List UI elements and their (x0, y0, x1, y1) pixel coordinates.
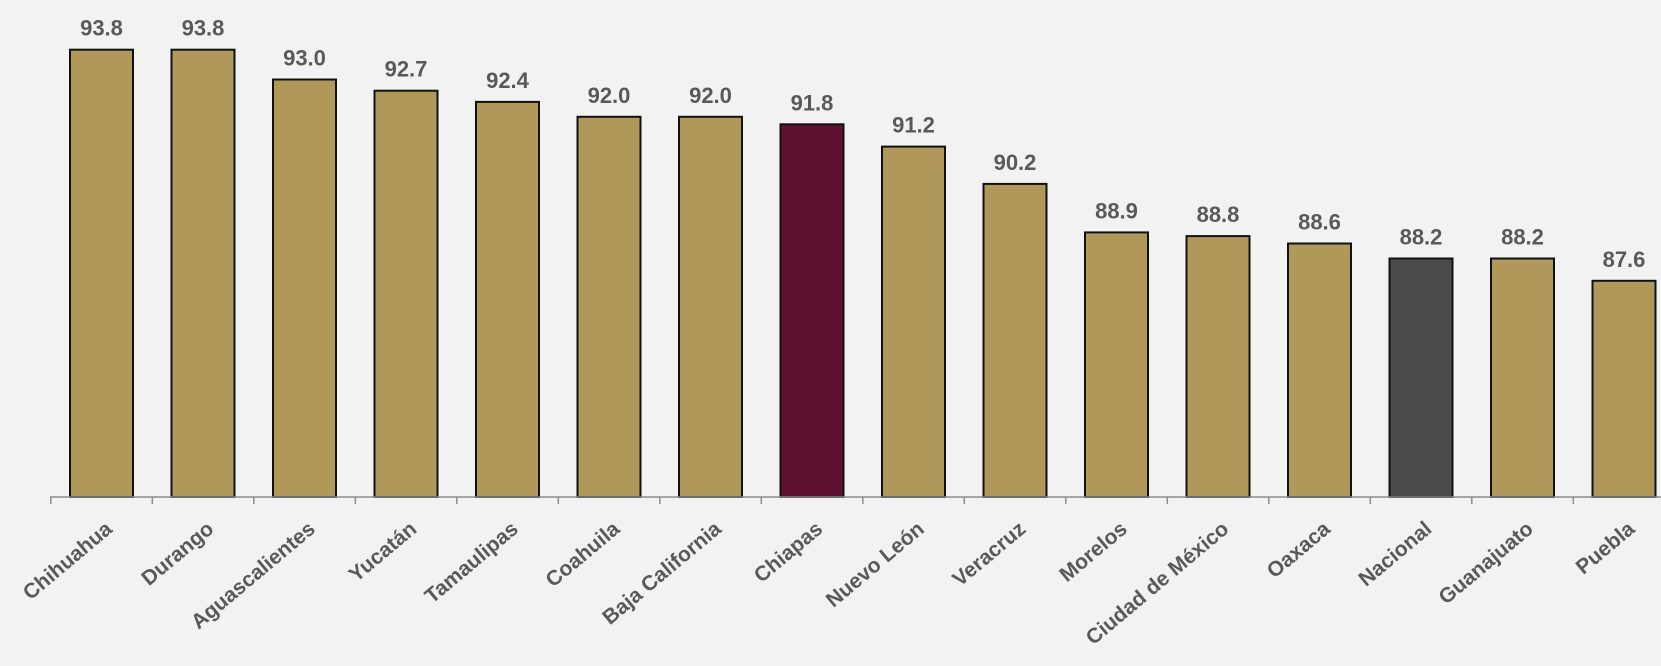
data-label: 92.7 (385, 57, 428, 82)
data-label: 91.8 (791, 90, 834, 115)
x-tick-label: Puebla (1572, 517, 1640, 579)
bar (1084, 231, 1149, 498)
bar (779, 123, 845, 499)
x-tick-label: Coahuila (541, 517, 624, 592)
x-axis (50, 496, 1661, 504)
bar (678, 115, 743, 499)
bar (881, 145, 946, 498)
data-label: 93.8 (80, 16, 123, 41)
bar (1490, 257, 1555, 498)
x-tick-label: Chiapas (750, 517, 827, 587)
bar (1591, 279, 1657, 498)
data-label: 88.9 (1095, 198, 1138, 223)
value-labels: 93.8 93.8 93.0 92.7 92.4 92.0 92.0 91.8 91.2 90.2… (80, 16, 1645, 272)
bar (576, 115, 642, 499)
data-label: 92.0 (588, 83, 631, 108)
data-label: 92.4 (486, 68, 530, 93)
bar (1185, 235, 1251, 498)
bar (475, 100, 540, 499)
bar (373, 89, 439, 498)
data-label: 88.2 (1400, 225, 1443, 250)
x-tick-label: Yucatán (345, 517, 421, 586)
x-tick-label: Veracruz (948, 517, 1030, 591)
bar (69, 48, 134, 498)
bar (1287, 242, 1352, 498)
data-label: 90.2 (994, 150, 1037, 175)
data-label: 93.0 (283, 46, 326, 71)
x-tick-label: Guanajuato (1434, 517, 1537, 609)
data-label: 87.6 (1603, 247, 1646, 272)
data-label: 88.2 (1501, 225, 1544, 250)
data-label: 91.2 (892, 113, 935, 138)
x-tick-label: Oaxaca (1263, 517, 1335, 583)
bar (170, 48, 236, 498)
bar (272, 78, 337, 498)
data-label: 92.0 (689, 83, 732, 108)
x-tick-label: Nacional (1354, 517, 1436, 591)
bar (982, 182, 1048, 498)
data-label: 88.6 (1298, 210, 1341, 235)
x-tick-label: Durango (137, 517, 218, 590)
data-label: 88.8 (1197, 202, 1240, 227)
bars (69, 48, 1657, 499)
data-label: 93.8 (182, 16, 225, 41)
bar (1388, 257, 1454, 498)
x-tick-label: Morelos (1055, 517, 1131, 586)
x-tick-label: Chihuahua (19, 517, 117, 605)
x-tick-label: Nuevo León (822, 517, 929, 612)
x-tick-label: Tamaulipas (421, 517, 523, 608)
